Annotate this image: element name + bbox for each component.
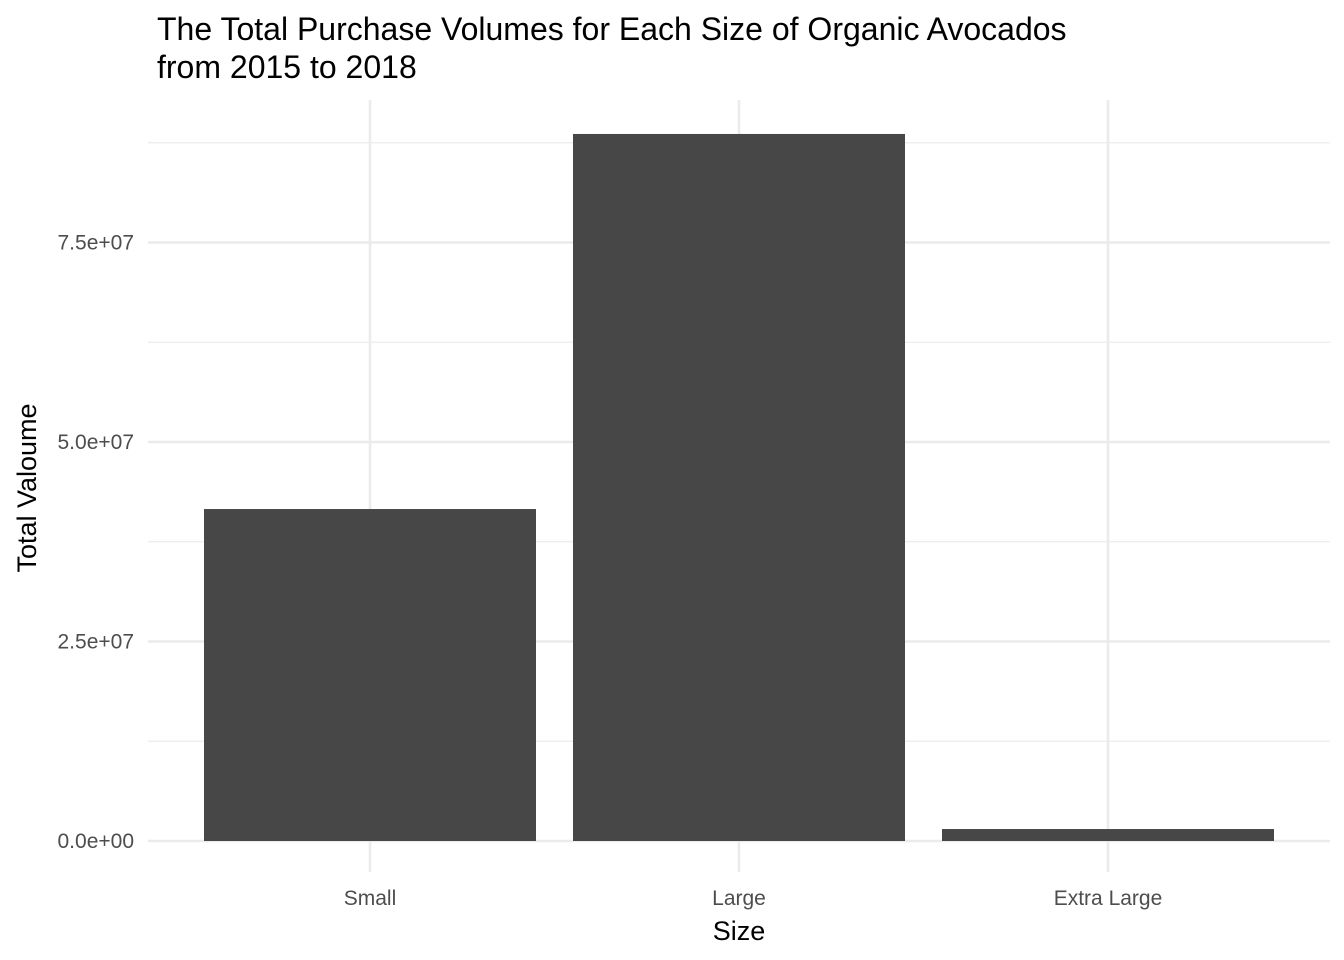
bar-small [204,509,536,841]
bar-extra-large [942,829,1274,841]
y-axis-title: Total Valoume [12,403,42,572]
y-tick-label: 5.0e+07 [58,431,135,454]
chart-title-line-2: from 2015 to 2018 [157,49,417,85]
y-tick-label: 7.5e+07 [58,232,135,255]
y-tick-label: 0.0e+00 [58,830,135,853]
chart-title-line-1: The Total Purchase Volumes for Each Size… [157,11,1067,47]
x-tick-label-small: Small [344,887,397,910]
x-tick-label-extra-large: Extra Large [1054,887,1163,910]
x-tick-label-large: Large [712,887,766,910]
y-tick-label: 2.5e+07 [58,631,135,654]
y-tick-labels: 0.0e+00 2.5e+07 5.0e+07 7.5e+07 [58,232,135,854]
bars-layer [204,133,1274,842]
x-tick-labels: Small Large Extra Large [344,887,1163,910]
bar-large [573,133,905,842]
x-axis-title: Size [713,916,766,946]
